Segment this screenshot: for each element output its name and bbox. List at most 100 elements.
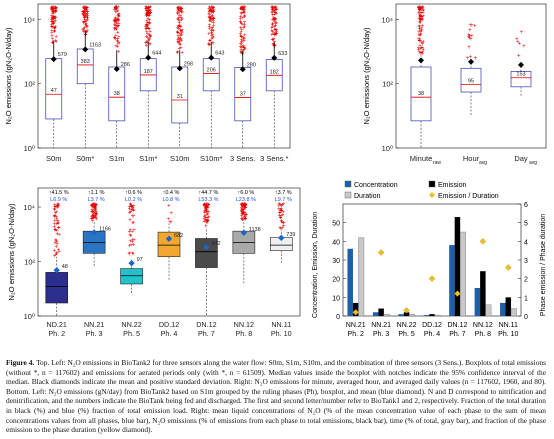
tl-outlier-mark: + <box>83 13 87 19</box>
bl-outlier-mark: + <box>206 206 210 212</box>
bl-outlier-mark: + <box>94 203 98 209</box>
bl-outlier-mark: + <box>127 252 131 258</box>
tl-outlier-mark: + <box>207 32 211 38</box>
tl-outlier-mark: + <box>240 28 244 34</box>
tl-outlier-mark: + <box>210 5 214 11</box>
bl-outlier-mark: + <box>243 203 247 209</box>
tl-outlier-mark: + <box>83 26 87 32</box>
tl-outlier-mark: + <box>212 8 216 14</box>
tl-outlier-mark: + <box>211 36 215 42</box>
tl-outlier-mark: + <box>178 21 182 27</box>
tl-outlier-mark: + <box>240 12 244 18</box>
tl-outlier-mark: + <box>207 25 211 31</box>
bl-outlier-mark: + <box>244 206 248 212</box>
br-xtick-phase: Ph. 3 <box>373 331 389 338</box>
tr-outlier-mark: + <box>470 34 474 40</box>
tl-outlier-mark: + <box>275 8 279 14</box>
tl-outlier-mark: + <box>114 37 118 43</box>
bl-outlier-mark: + <box>244 203 248 209</box>
tr-outlier-mark: + <box>417 33 421 39</box>
tr-median-label: 153 <box>516 72 525 78</box>
bl-outlier-mark: + <box>90 215 94 221</box>
bl-outlier-mark: + <box>95 211 99 217</box>
tr-outlier-mark: + <box>417 17 421 23</box>
tl-outlier-mark: + <box>116 17 120 23</box>
tl-outlier-mark: + <box>272 17 276 23</box>
tl-outlier-mark: + <box>240 35 244 41</box>
tl-outlier-mark: + <box>243 11 247 17</box>
bl-outlier-mark: + <box>241 204 245 210</box>
tl-mean-diamond <box>239 66 246 73</box>
tl-outlier-mark: + <box>242 46 246 52</box>
bl-outlier-mark: + <box>94 211 98 217</box>
bl-outlier-mark: + <box>207 214 211 220</box>
tl-outlier-mark: + <box>273 16 277 22</box>
tr-outlier-mark: + <box>420 27 424 33</box>
tl-outlier-mark: + <box>208 19 212 25</box>
tl-outlier-mark: + <box>114 6 118 12</box>
tl-outlier-mark: + <box>52 5 56 11</box>
tl-outlier-mark: + <box>148 21 152 27</box>
tl-outlier-mark: + <box>176 30 180 36</box>
tr-outlier-mark: + <box>417 25 421 31</box>
tl-outlier-mark: + <box>52 17 56 23</box>
tl-outlier-mark: + <box>176 51 180 57</box>
tr-outlier-mark: + <box>473 23 477 29</box>
bl-outlier-mark: + <box>241 204 245 210</box>
tl-outlier-mark: + <box>178 10 182 16</box>
tl-outlier-mark: + <box>274 8 278 14</box>
bl-outlier-mark: + <box>282 221 286 227</box>
bl-outlier-mark: + <box>132 237 136 243</box>
bl-outlier-mark: + <box>204 207 208 213</box>
tl-outlier-mark: + <box>147 5 151 11</box>
bl-outlier-mark: + <box>205 202 209 208</box>
tl-outlier-mark: + <box>209 9 213 15</box>
tl-outlier-mark: + <box>116 25 120 31</box>
tl-outlier-mark: + <box>239 25 243 31</box>
tl-outlier-mark: + <box>271 6 275 12</box>
br-xtick-phase: Ph. 7 <box>449 331 465 338</box>
tr-outlier-mark: + <box>418 14 422 20</box>
tl-outlier-mark: + <box>84 31 88 37</box>
tl-outlier-mark: + <box>208 42 212 48</box>
tl-outlier-mark: + <box>84 12 88 18</box>
tl-outlier-mark: + <box>83 15 87 21</box>
tr-outlier-mark: + <box>418 13 422 19</box>
tl-outlier-mark: + <box>144 5 148 11</box>
tl-outlier-mark: + <box>114 6 118 12</box>
tl-outlier-mark: + <box>271 17 275 23</box>
tl-outlier-mark: + <box>208 9 212 15</box>
tl-outlier-mark: + <box>147 21 151 27</box>
tr-outlier-mark: + <box>419 6 423 12</box>
bl-outlier-mark: + <box>92 202 96 208</box>
tl-outlier-mark: + <box>51 9 55 15</box>
bl-outlier-mark: + <box>54 238 58 244</box>
tl-outlier-mark: + <box>209 20 213 26</box>
tl-outlier-mark: + <box>148 42 152 48</box>
tl-outlier-mark: + <box>54 19 58 25</box>
bl-outlier-mark: + <box>240 217 244 223</box>
bl-outlier-mark: + <box>90 207 94 213</box>
tr-outlier-mark: + <box>474 56 478 62</box>
tl-outlier-mark: + <box>179 33 183 39</box>
tl-outlier-mark: + <box>84 7 88 13</box>
tl-outlier-mark: + <box>274 17 278 23</box>
tr-outlier-mark: + <box>418 20 422 26</box>
bl-outlier-mark: + <box>202 203 206 209</box>
bl-outlier-mark: + <box>57 225 61 231</box>
tr-outlier-mark: + <box>419 6 423 12</box>
tl-outlier-mark: + <box>84 29 88 35</box>
tl-outlier-mark: + <box>83 9 87 15</box>
bl-outlier-mark: + <box>90 216 94 222</box>
tl-outlier-mark: + <box>83 10 87 16</box>
tr-outlier-mark: + <box>418 16 422 22</box>
tl-outlier-mark: + <box>84 5 88 11</box>
br-bar-emission <box>505 297 512 316</box>
tl-ytick-label: 10⁴ <box>23 15 35 24</box>
tl-outlier-mark: + <box>178 42 182 48</box>
tl-outlier-mark: + <box>240 51 244 57</box>
bl-outlier-mark: + <box>203 209 207 215</box>
tl-outlier-mark: + <box>116 39 120 45</box>
tl-mean-label: 643 <box>215 51 224 57</box>
bl-outlier-mark: + <box>240 207 244 213</box>
